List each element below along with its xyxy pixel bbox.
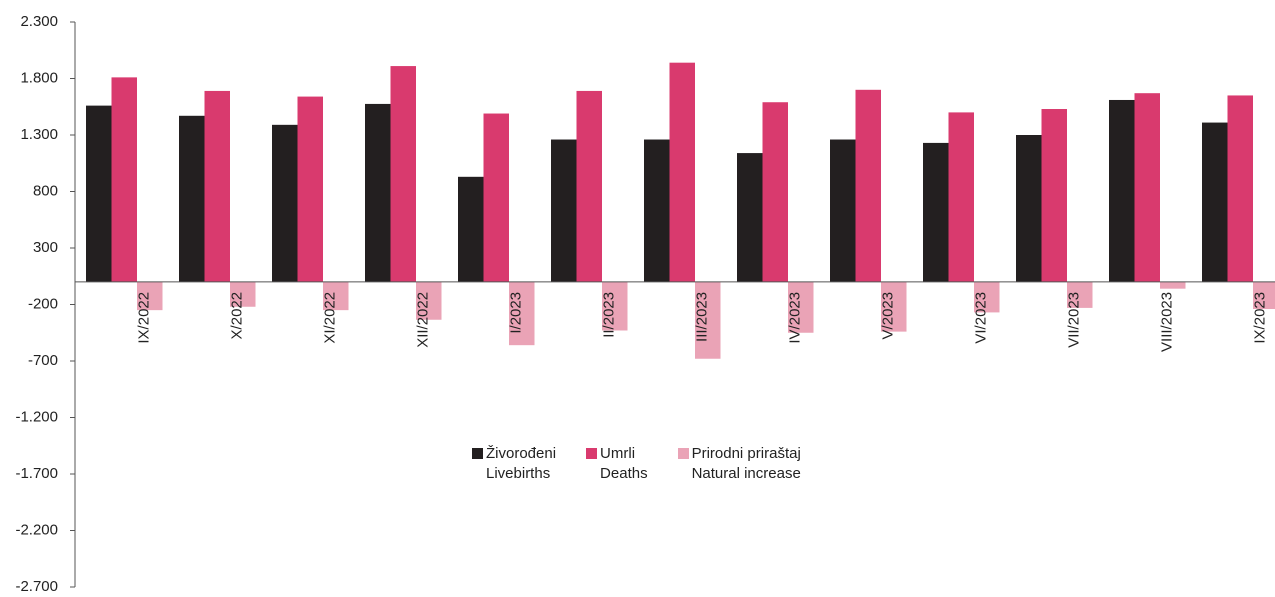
legend-label: Prirodni priraštaj Natural increase — [691, 445, 801, 482]
y-tick-label: 1.300 — [20, 126, 58, 143]
x-tick-label: IX/2023 — [1252, 292, 1269, 344]
legend-label: Umrli Deaths — [600, 445, 648, 482]
y-tick-label: 2.300 — [20, 13, 58, 30]
bar — [644, 139, 670, 282]
bar — [669, 62, 695, 282]
y-tick-label: -700 — [28, 352, 58, 369]
legend-swatch — [586, 448, 598, 459]
y-tick-label: -200 — [28, 295, 58, 312]
bar — [365, 103, 391, 282]
x-tick-label: VII/2023 — [1066, 292, 1083, 348]
x-tick-label: X/2022 — [229, 292, 246, 340]
y-tick-label: -1.700 — [15, 465, 58, 482]
legend-item: Živorođeni Livebirths — [472, 444, 556, 484]
bar — [737, 153, 763, 282]
bar — [86, 105, 112, 282]
bar — [111, 77, 137, 282]
bar — [137, 281, 163, 311]
x-tick-label: XI/2022 — [322, 292, 339, 344]
bar — [390, 66, 416, 282]
legend-swatch — [677, 448, 689, 459]
x-tick-label: XII/2022 — [415, 292, 432, 348]
bar — [1109, 99, 1135, 282]
y-tick-label: -1.200 — [15, 408, 58, 425]
bar — [1253, 281, 1275, 310]
bar — [762, 102, 788, 282]
bar — [483, 113, 509, 282]
bar — [695, 281, 721, 359]
legend: Živorođeni Livebirths Umrli Deaths Prirodn… — [472, 444, 801, 484]
bar — [179, 115, 205, 282]
bar — [1227, 95, 1253, 282]
bar — [1134, 93, 1160, 282]
bar — [948, 112, 974, 282]
bar — [576, 90, 602, 282]
legend-item: Umrli Deaths — [586, 444, 648, 484]
legend-swatch — [472, 448, 483, 459]
bar — [1067, 281, 1093, 308]
bar — [788, 281, 814, 333]
bar — [416, 281, 442, 320]
bar — [272, 124, 298, 282]
bar — [881, 281, 907, 332]
x-tick-label: VI/2023 — [973, 292, 990, 344]
legend-item: Prirodni priraštaj Natural increase — [677, 444, 801, 484]
bar — [974, 281, 1000, 313]
x-tick-label: II/2023 — [601, 292, 618, 338]
legend-label: Živorođeni Livebirths — [486, 445, 557, 482]
bar — [204, 90, 230, 282]
bar — [1160, 281, 1186, 289]
x-tick-label: VIII/2023 — [1159, 292, 1176, 352]
bar — [458, 176, 484, 282]
bar — [509, 281, 535, 346]
y-tick-label: 300 — [33, 239, 58, 256]
bar — [323, 281, 349, 311]
bar — [1041, 109, 1067, 282]
y-tick-label: 800 — [33, 182, 58, 199]
y-tick-label: 1.800 — [20, 69, 58, 86]
y-tick-label: -2.700 — [15, 578, 58, 595]
x-tick-label: IV/2023 — [787, 292, 804, 344]
x-tick-label: I/2023 — [508, 292, 525, 334]
bar — [1202, 122, 1228, 282]
bar — [230, 281, 256, 307]
x-tick-label: V/2023 — [880, 292, 897, 340]
x-tick-label: III/2023 — [694, 292, 711, 342]
bar — [551, 139, 577, 282]
bar — [602, 281, 628, 331]
bar — [855, 89, 881, 282]
bar — [830, 139, 856, 282]
x-tick-label: IX/2022 — [136, 292, 153, 344]
y-tick-label: -2.200 — [15, 521, 58, 538]
bar — [1016, 135, 1042, 282]
bar — [923, 142, 949, 282]
bar — [297, 96, 323, 282]
